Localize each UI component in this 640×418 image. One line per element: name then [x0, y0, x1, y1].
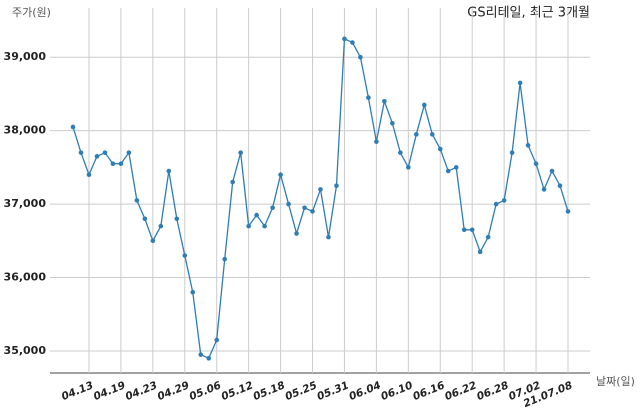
point	[86, 172, 92, 178]
point	[358, 54, 363, 60]
point	[469, 227, 475, 233]
point	[198, 352, 204, 357]
point	[94, 154, 100, 159]
x-tick-label: 05.18	[252, 379, 287, 403]
point	[414, 132, 419, 137]
point	[501, 198, 507, 203]
point	[382, 98, 387, 104]
point	[262, 223, 267, 229]
point	[374, 139, 379, 144]
x-tick-label: 04.19	[92, 379, 127, 403]
point	[78, 150, 84, 155]
point	[182, 253, 188, 258]
point	[70, 124, 76, 130]
point	[238, 150, 243, 155]
x-tick-label: 05.31	[315, 379, 350, 403]
x-tick-label: 05.06	[188, 379, 223, 403]
y-axis-title: 주가(원)	[12, 6, 51, 19]
point	[278, 172, 283, 178]
point	[230, 179, 235, 185]
point	[110, 161, 116, 166]
point	[565, 209, 571, 214]
point	[246, 223, 251, 229]
point	[429, 132, 435, 137]
point	[302, 205, 307, 211]
point	[294, 231, 299, 236]
point	[549, 168, 555, 174]
x-tick-label: 04.23	[124, 379, 159, 403]
point	[214, 337, 220, 343]
point	[509, 150, 515, 155]
point	[477, 249, 483, 255]
point	[118, 161, 124, 166]
point	[270, 205, 275, 211]
point	[533, 161, 539, 166]
point	[326, 234, 331, 240]
point	[126, 150, 132, 155]
x-tick-label: 05.12	[220, 379, 255, 403]
x-tick-label: 05.25	[283, 379, 318, 403]
point	[390, 121, 395, 126]
point	[366, 95, 371, 100]
point	[286, 201, 291, 207]
point	[350, 40, 355, 45]
point	[517, 80, 523, 86]
point	[453, 165, 459, 170]
point	[134, 198, 140, 203]
point	[158, 223, 164, 229]
point	[437, 146, 443, 152]
x-tick-label: 06.22	[443, 379, 478, 403]
y-tick-label: 37,000	[4, 197, 47, 210]
point	[406, 165, 411, 170]
point	[421, 102, 427, 108]
point	[557, 183, 563, 189]
y-tick-label: 38,000	[4, 124, 47, 137]
point	[541, 187, 547, 192]
x-tick-label: 06.04	[347, 379, 382, 403]
chart-title: GS리테일, 최근 3개월	[467, 6, 590, 21]
point	[493, 201, 499, 207]
point	[445, 168, 451, 174]
x-tick-label: 04.13	[60, 379, 95, 403]
point	[525, 143, 531, 148]
point	[342, 36, 347, 42]
y-tick-label: 35,000	[4, 344, 47, 357]
y-tick-label: 39,000	[4, 50, 47, 63]
point	[142, 216, 148, 222]
x-tick-label: 06.10	[379, 379, 414, 403]
point	[190, 289, 196, 295]
y-tick-label: 36,000	[4, 271, 47, 284]
x-axis-title: 날짜(일)	[596, 374, 635, 388]
point	[485, 234, 491, 240]
point	[398, 150, 403, 155]
line	[72, 37, 569, 360]
point	[150, 238, 156, 244]
point	[174, 216, 180, 222]
point	[254, 212, 259, 218]
point	[318, 187, 323, 192]
point	[206, 356, 212, 361]
x-tick-label: 06.16	[411, 379, 446, 403]
point	[310, 209, 315, 214]
x-tick-label: 06.28	[475, 379, 510, 403]
point	[334, 183, 339, 189]
point	[461, 227, 467, 233]
point	[222, 256, 227, 262]
point	[166, 168, 172, 174]
point	[102, 150, 108, 155]
x-tick-label: 04.29	[156, 379, 191, 403]
